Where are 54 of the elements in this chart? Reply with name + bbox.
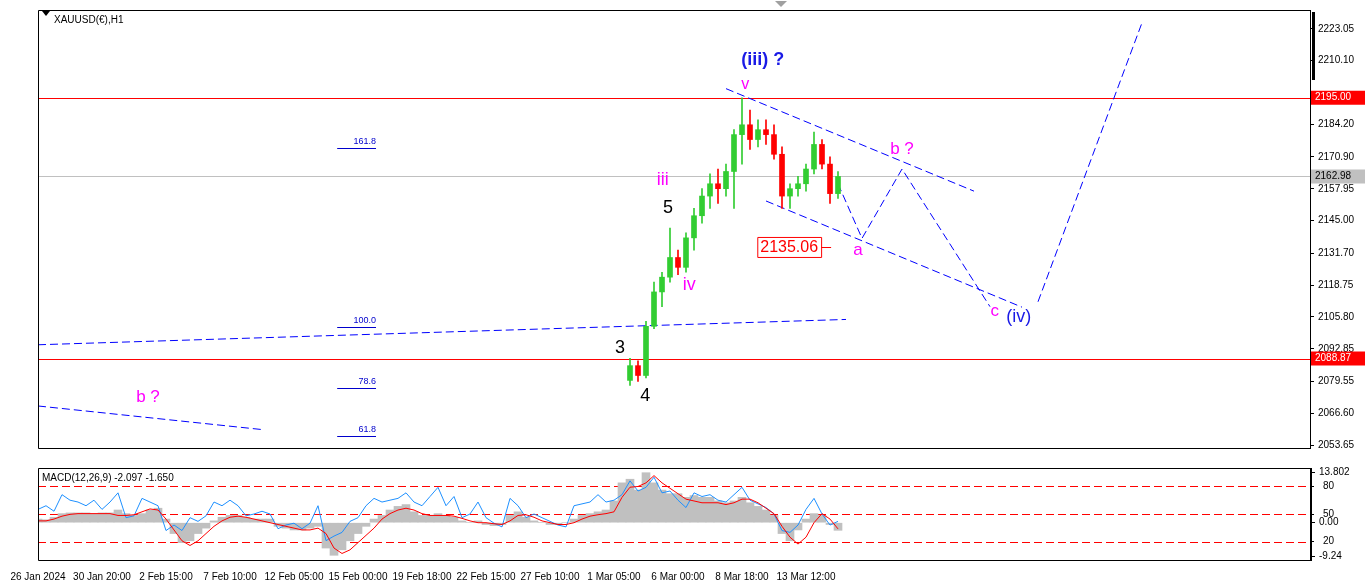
annotation: 100.0	[353, 314, 376, 325]
y-tick-label: 2079.55	[1318, 375, 1355, 387]
annotation: b ?	[890, 138, 914, 158]
annotation: 78.6	[358, 375, 376, 386]
y-tick-label: 2066.60	[1318, 407, 1355, 419]
annotation: v	[741, 75, 750, 93]
y2-tick-label: 80	[1322, 480, 1335, 492]
x-tick-label: 13 Mar 12:00	[776, 570, 836, 582]
annotation: c	[990, 300, 1000, 320]
y-tick-label: 2105.80	[1318, 310, 1355, 322]
annotation: 61.8	[358, 424, 376, 435]
x-tick-label: 1 Mar 05:00	[587, 570, 642, 582]
y-tick-label: 2184.20	[1318, 118, 1355, 130]
annotation: iii	[656, 168, 669, 189]
y-tick-label: 2157.95	[1318, 182, 1355, 194]
annotation: b ?	[136, 387, 160, 407]
annotation: 161.8	[353, 135, 376, 146]
annotation: (iv)	[1006, 306, 1032, 327]
y-tick-label: 2118.75	[1318, 278, 1354, 290]
annotation: 2135.06	[760, 238, 819, 256]
x-tick-label: 30 Jan 20:00	[73, 570, 132, 582]
x-tick-label: 19 Feb 18:00	[392, 570, 452, 582]
y-tick-label: 2170.90	[1318, 150, 1355, 162]
y2-tick-label: 50	[1322, 507, 1335, 519]
y-tick-label: 2053.65	[1318, 438, 1355, 450]
ref-line-label: 2088.87	[1315, 352, 1352, 364]
y2-tick-label: 20	[1322, 535, 1335, 547]
y-tick-label: 2210.10	[1318, 54, 1355, 66]
ref-line-label: 2195.00	[1315, 91, 1352, 103]
y-tick-label: 2223.05	[1318, 22, 1355, 34]
x-tick-label: 7 Feb 10:00	[203, 570, 258, 582]
y-tick-label: -9.24	[1319, 549, 1343, 561]
y-tick-label: 2145.00	[1318, 214, 1355, 226]
y-tick-label: 2131.70	[1318, 247, 1355, 259]
annotation: 4	[640, 385, 651, 406]
chart-title: XAUUSD(€),H1	[54, 14, 124, 25]
x-tick-label: 26 Jan 2024	[10, 570, 66, 582]
annotation: a	[853, 239, 864, 259]
annotation: 3	[614, 337, 626, 358]
annotation: 5	[662, 196, 674, 217]
x-tick-label: 22 Feb 15:00	[456, 570, 516, 582]
x-tick-label: 2 Feb 15:00	[139, 570, 194, 582]
y-tick-label: 0.00	[1319, 516, 1339, 528]
annotation: (iii) ?	[741, 49, 785, 70]
ref-line-label: 2162.98	[1315, 170, 1352, 182]
y-tick-label: 2092.85	[1318, 342, 1355, 354]
x-tick-label: 6 Mar 00:00	[651, 570, 706, 582]
chart-title: MACD(12,26,9) -2.097 -1.650	[42, 472, 175, 483]
x-tick-label: 8 Mar 18:00	[715, 570, 770, 582]
y-tick-label: 13.802	[1319, 466, 1351, 478]
x-tick-label: 12 Feb 05:00	[264, 570, 324, 582]
annotation: iv	[682, 273, 696, 294]
x-tick-label: 27 Feb 10:00	[520, 570, 580, 582]
x-tick-label: 15 Feb 00:00	[328, 570, 388, 582]
